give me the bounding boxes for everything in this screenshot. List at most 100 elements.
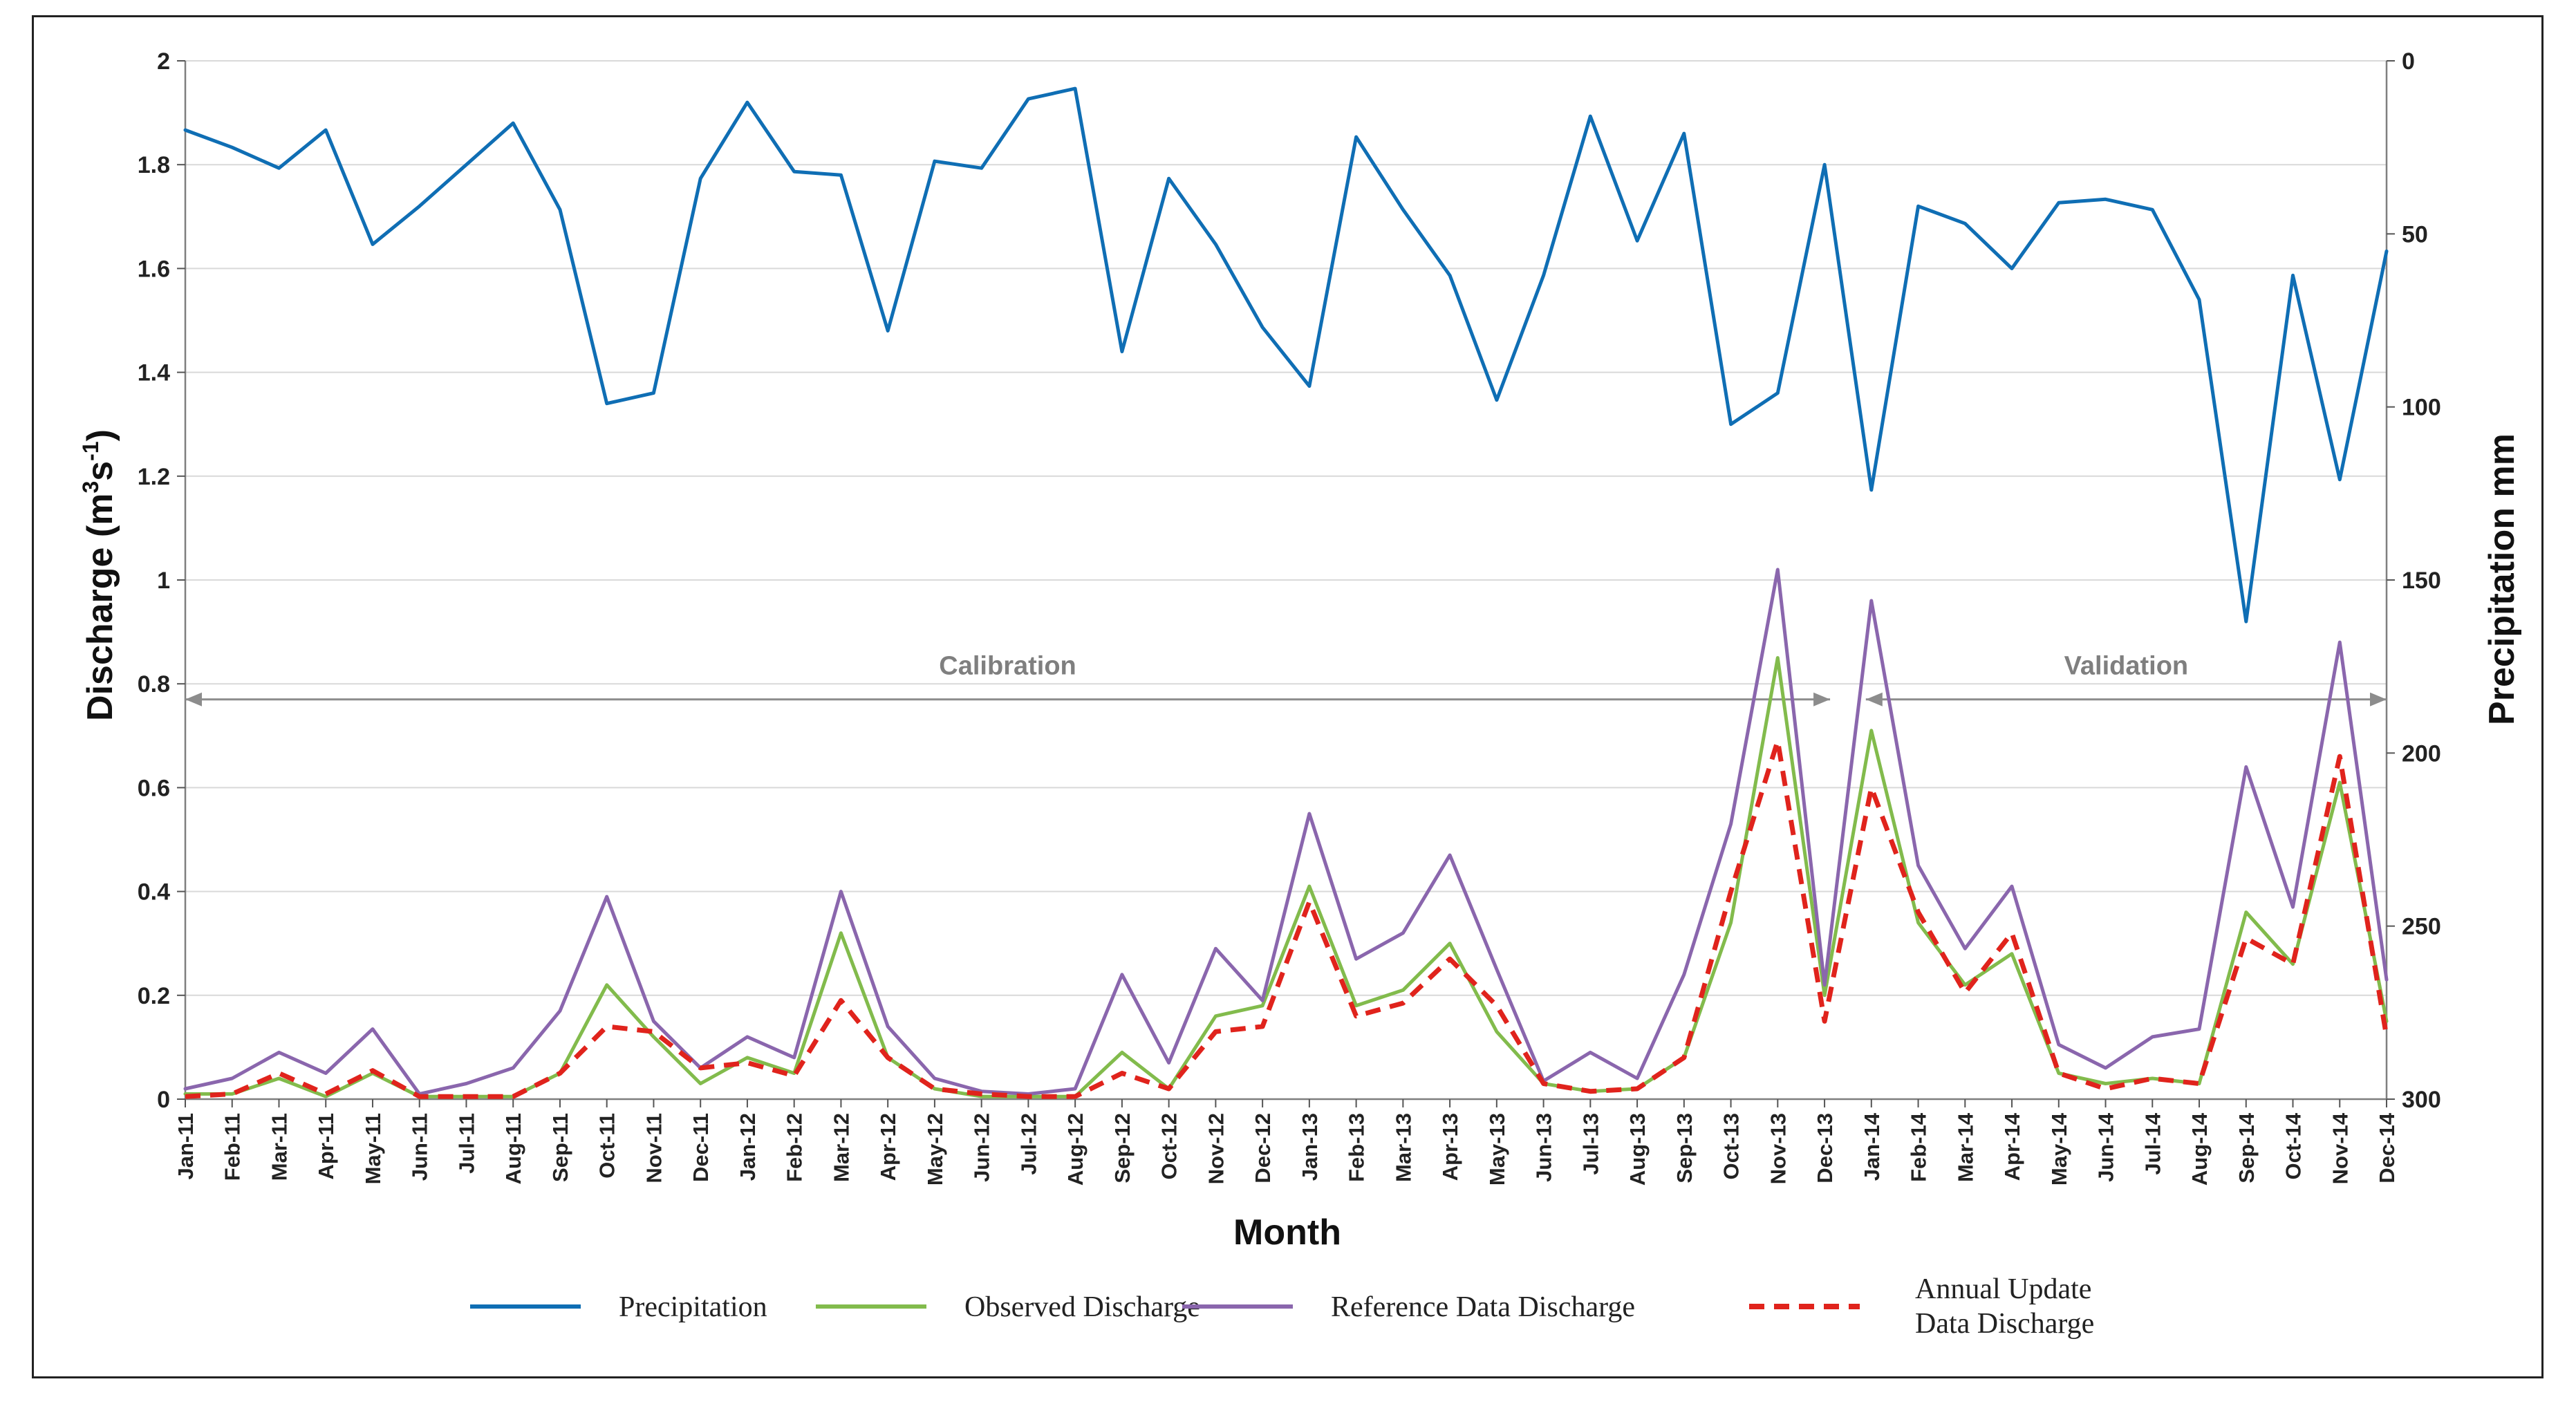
left-tick-1-4: 1.4 xyxy=(138,360,170,386)
x-tick-jan-13: Jan-13 xyxy=(1298,1113,1322,1181)
x-tick-oct-12: Oct-12 xyxy=(1157,1113,1182,1179)
x-tick-oct-13: Oct-13 xyxy=(1719,1113,1744,1179)
right-tick-0: 0 xyxy=(2402,48,2415,75)
left-tick-0-8: 0.8 xyxy=(138,671,170,698)
legend-label-observed-discharge: Observed Discharge xyxy=(964,1291,1200,1323)
x-tick-aug-13: Aug-13 xyxy=(1625,1113,1650,1186)
legend-line-observed-discharge-0: Observed Discharge xyxy=(964,1291,1200,1323)
right-tick-250: 250 xyxy=(2402,914,2441,940)
x-tick-may-11: May-11 xyxy=(361,1113,385,1184)
x-tick-jan-11: Jan-11 xyxy=(174,1113,198,1180)
legend-line-annual-update-data-discharge-1: Data Discharge xyxy=(1915,1308,2094,1340)
right-tick-100: 100 xyxy=(2402,395,2441,421)
left-tick-0: 0 xyxy=(157,1087,170,1113)
ylabel-part-sup1: 3 xyxy=(78,481,103,494)
x-tick-nov-14: Nov-14 xyxy=(2328,1112,2352,1184)
legend: Precipitation Observed Discharge Reference… xyxy=(470,1273,2094,1340)
right-tick-50: 50 xyxy=(2402,221,2428,247)
ylabel-part-sup2: -1 xyxy=(78,441,103,460)
ylabel-part-base: Discharge (m xyxy=(80,494,120,721)
x-tick-jun-13: Jun-13 xyxy=(1532,1113,1556,1182)
series-reference-data-discharge xyxy=(183,568,2389,1096)
x-tick-apr-14: Apr-14 xyxy=(2000,1112,2024,1181)
x-tick-may-14: May-14 xyxy=(2047,1112,2071,1186)
legend-line-annual-update-data-discharge-0: Annual Update xyxy=(1915,1273,2091,1305)
legend-label-precipitation: Precipitation xyxy=(619,1291,767,1323)
validation-arrow-head-right xyxy=(2370,692,2387,706)
x-tick-nov-13: Nov-13 xyxy=(1766,1113,1790,1184)
x-tick-nov-12: Nov-12 xyxy=(1204,1113,1228,1184)
calibration-arrow-head-right xyxy=(1813,692,1831,706)
x-tick-mar-14: Mar-14 xyxy=(1953,1112,1977,1182)
x-tick-apr-12: Apr-12 xyxy=(876,1113,900,1181)
ylabel-part-close: ) xyxy=(80,429,120,441)
x-tick-nov-11: Nov-11 xyxy=(642,1113,666,1183)
left-tick-2: 2 xyxy=(157,48,170,75)
x-tick-sep-14: Sep-14 xyxy=(2234,1112,2259,1183)
x-tick-mar-13: Mar-13 xyxy=(1391,1113,1415,1182)
x-tick-aug-11: Aug-11 xyxy=(501,1113,525,1184)
x-tick-apr-13: Apr-13 xyxy=(1438,1113,1462,1181)
series-observed-discharge xyxy=(183,656,2389,1098)
x-tick-aug-14: Aug-14 xyxy=(2187,1112,2212,1186)
calibration-arrow-head-left xyxy=(185,692,202,706)
left-tick-1: 1 xyxy=(157,568,170,594)
x-tick-sep-13: Sep-13 xyxy=(1672,1113,1697,1183)
left-tick-1-8: 1.8 xyxy=(138,152,170,178)
x-tick-jul-11: Jul-11 xyxy=(454,1113,478,1174)
left-tick-0-2: 0.2 xyxy=(138,983,170,1009)
legend-line-reference-data-discharge-0: Reference Data Discharge xyxy=(1331,1291,1635,1323)
chart-frame xyxy=(32,15,2544,1378)
x-tick-feb-13: Feb-13 xyxy=(1345,1113,1369,1182)
x-tick-jan-14: Jan-14 xyxy=(1860,1112,1884,1181)
left-tick-1-2: 1.2 xyxy=(138,464,170,490)
x-tick-jul-13: Jul-13 xyxy=(1578,1113,1603,1175)
x-tick-may-12: May-12 xyxy=(923,1113,947,1186)
x-tick-oct-11: Oct-11 xyxy=(595,1113,619,1179)
x-tick-sep-11: Sep-11 xyxy=(548,1113,572,1182)
right-tick-150: 150 xyxy=(2402,568,2441,594)
x-tick-dec-14: Dec-14 xyxy=(2375,1112,2399,1183)
x-tick-mar-11: Mar-11 xyxy=(267,1113,291,1181)
x-tick-apr-11: Apr-11 xyxy=(314,1113,338,1179)
legend-line-precipitation-0: Precipitation xyxy=(619,1291,767,1323)
x-tick-dec-11: Dec-11 xyxy=(689,1113,713,1182)
x-tick-may-13: May-13 xyxy=(1485,1113,1509,1186)
x-tick-mar-12: Mar-12 xyxy=(829,1113,853,1182)
series-lines xyxy=(183,86,2389,1099)
x-axis-title: Month xyxy=(1233,1213,1341,1253)
left-tick-1-6: 1.6 xyxy=(138,256,170,282)
x-tick-feb-14: Feb-14 xyxy=(1907,1112,1931,1182)
x-tick-aug-12: Aug-12 xyxy=(1063,1113,1088,1186)
left-axis-ticks: 0 0.2 0.4 0.6 0.8 1 1.2 1.4 1.6 1.8 2 xyxy=(138,48,185,1113)
right-tick-300: 300 xyxy=(2402,1087,2441,1113)
x-tick-feb-11: Feb-11 xyxy=(221,1113,245,1181)
x-tick-jun-12: Jun-12 xyxy=(970,1113,994,1182)
x-tick-jul-14: Jul-14 xyxy=(2140,1112,2165,1174)
validation-label: Validation xyxy=(2064,652,2188,681)
right-axis-title: Precipitation mm xyxy=(2482,433,2522,725)
x-tick-jun-11: Jun-11 xyxy=(408,1113,432,1181)
left-axis-title: Discharge (m3s-1) xyxy=(78,429,120,721)
left-tick-0-4: 0.4 xyxy=(138,879,170,906)
right-axis-ticks: 0 50 100 150 200 250 300 xyxy=(2387,48,2441,1113)
x-tick-jul-12: Jul-12 xyxy=(1016,1113,1040,1175)
legend-label-reference-data-discharge: Reference Data Discharge xyxy=(1331,1291,1635,1323)
right-tick-200: 200 xyxy=(2402,740,2441,767)
series-precipitation xyxy=(183,86,2389,624)
period-annotations: Calibration Validation xyxy=(185,652,2387,706)
series-annual-update-data-discharge xyxy=(185,738,2389,1099)
legend-label-annual-update-data-discharge: Annual Update Data Discharge xyxy=(1915,1273,2094,1340)
calibration-label: Calibration xyxy=(939,652,1076,681)
x-tick-feb-12: Feb-12 xyxy=(783,1113,807,1182)
x-axis-ticks: Jan-11 Feb-11 Mar-11 Apr-11 May-11 Jun-11 Jul-… xyxy=(174,1099,2399,1186)
x-tick-sep-12: Sep-12 xyxy=(1110,1113,1135,1183)
ylabel-part-unit: s xyxy=(80,461,120,481)
x-tick-jun-14: Jun-14 xyxy=(2094,1112,2118,1182)
x-tick-dec-12: Dec-12 xyxy=(1251,1113,1275,1183)
x-tick-dec-13: Dec-13 xyxy=(1813,1113,1837,1183)
x-tick-oct-14: Oct-14 xyxy=(2281,1112,2306,1179)
x-tick-jan-12: Jan-12 xyxy=(736,1113,760,1181)
validation-arrow-head-left xyxy=(1865,692,1883,706)
